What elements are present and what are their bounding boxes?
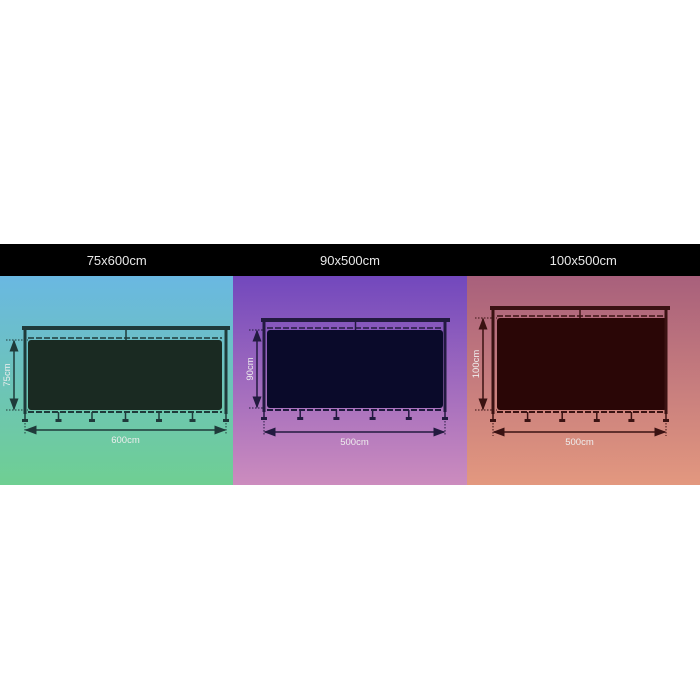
foot-clamp: [524, 419, 531, 422]
foot-clamp: [369, 417, 376, 420]
width-label: 600cm: [111, 435, 140, 446]
diagram-svg: 500cm 90cm: [245, 318, 451, 448]
foot-clamp: [89, 419, 95, 422]
size-title: 100x500cm: [466, 244, 700, 276]
size-title: 90x500cm: [233, 244, 467, 276]
foot-clamp: [333, 417, 340, 420]
railing-post: [443, 318, 447, 412]
size-title: 75x600cm: [0, 244, 234, 276]
railing-post: [664, 306, 668, 414]
foot-clamp: [593, 419, 600, 422]
size-comparison-strip: 75x600cm 600cm 75cm 90x500cm 500cm 90cm 10…: [0, 244, 700, 485]
privacy-screen: [496, 318, 667, 410]
balcony-diagram: 500cm 90cm: [233, 276, 467, 485]
balcony-diagram: 500cm 100cm: [466, 276, 700, 485]
diagram-svg: 600cm 75cm: [2, 326, 230, 446]
privacy-screen: [28, 340, 222, 410]
size-option-90x500: 90x500cm 500cm 90cm: [233, 244, 467, 485]
height-label: 90cm: [245, 357, 256, 380]
foot-clamp: [189, 419, 196, 422]
balcony-diagram: 600cm 75cm: [0, 276, 234, 485]
handrail: [261, 318, 451, 322]
width-label: 500cm: [341, 437, 370, 448]
railing-post: [491, 306, 495, 414]
diagram-svg: 500cm 100cm: [471, 306, 670, 448]
foot-clamp: [297, 417, 304, 420]
size-option-75x600: 75x600cm 600cm 75cm: [0, 244, 234, 485]
height-label: 100cm: [471, 350, 482, 379]
width-label: 500cm: [565, 437, 594, 448]
foot-clamp: [406, 417, 413, 420]
foot-clamp: [55, 419, 62, 422]
privacy-screen: [267, 330, 444, 408]
handrail: [22, 326, 230, 330]
handrail: [489, 306, 670, 310]
size-option-100x500: 100x500cm 500cm 100cm: [466, 244, 700, 485]
railing-post: [224, 326, 228, 414]
foot-clamp: [627, 419, 634, 422]
foot-clamp: [558, 419, 565, 422]
foot-clamp: [156, 419, 162, 422]
height-label: 75cm: [2, 363, 13, 386]
railing-post: [262, 318, 266, 412]
railing-post: [23, 326, 27, 414]
foot-clamp: [122, 419, 129, 422]
